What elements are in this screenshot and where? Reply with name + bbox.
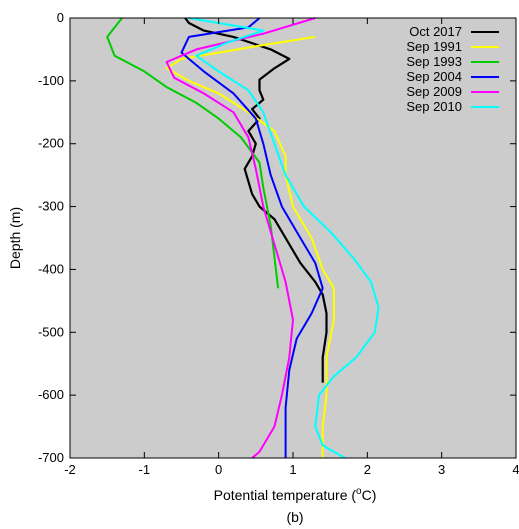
series-line-sep-1991: [165, 35, 335, 458]
y-tick-label: -600: [38, 387, 64, 402]
y-tick-label: -700: [38, 450, 64, 465]
legend-label: Sep 1991: [406, 39, 462, 54]
series-line-sep-2009: [165, 17, 316, 459]
legend-label: Sep 2004: [406, 69, 462, 84]
y-tick-label: -100: [38, 73, 64, 88]
legend-label: Oct 2017: [409, 24, 462, 39]
legend-label: Sep 2010: [406, 99, 462, 114]
panel-label: (b): [286, 509, 303, 525]
x-tick-label: 0: [215, 462, 222, 477]
series-line-sep-2010: [188, 17, 380, 459]
y-tick-label: -200: [38, 136, 64, 151]
x-tick-label: 2: [364, 462, 371, 477]
x-tick-label: -2: [64, 462, 76, 477]
x-axis-label: Potential temperature (oC): [214, 486, 377, 503]
x-tick-label: 4: [512, 462, 519, 477]
legend-label: Sep 1993: [406, 54, 462, 69]
series-line-oct-2017: [184, 17, 328, 383]
y-tick-label: -300: [38, 199, 64, 214]
y-axis-label: Depth (m): [7, 207, 23, 269]
plot-background: [70, 18, 516, 458]
x-tick-label: -1: [139, 462, 151, 477]
x-tick-label: 1: [289, 462, 296, 477]
series-line-sep-1993: [106, 17, 280, 289]
series-layer: [106, 17, 380, 459]
ticks-layer: -2 -1 0 1 2 3 4 0 -100 -200 -300 -400 -500 -600 -700: [38, 10, 519, 477]
legend-label: Sep 2009: [406, 84, 462, 99]
series-line-sep-2004: [180, 17, 324, 458]
x-axis-label-superscript: o: [356, 486, 362, 497]
y-tick-label: -400: [38, 261, 64, 276]
y-tick-label: 0: [57, 10, 64, 25]
y-tick-label: -500: [38, 324, 64, 339]
x-tick-label: 3: [438, 462, 445, 477]
